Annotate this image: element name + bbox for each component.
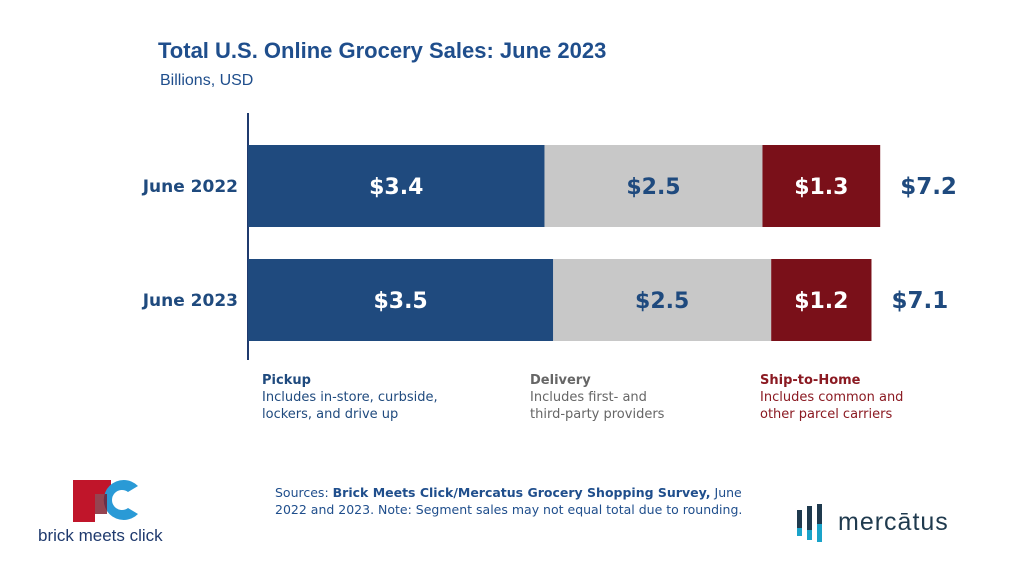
sources-rest: June 2022 and 2023. Note: Segment sales … xyxy=(275,485,743,517)
bar-segment-pickup xyxy=(248,259,554,341)
legend-delivery: Delivery Includes first- and third-party… xyxy=(530,372,664,423)
legend-ship-name: Ship-to-Home xyxy=(760,373,861,388)
data-label: $3.4 xyxy=(369,175,423,200)
data-label: $1.2 xyxy=(794,289,848,314)
category-label: June 2022 xyxy=(142,177,238,197)
total-label: $7.1 xyxy=(891,288,948,314)
sources-note: Sources: Brick Meets Click/Mercatus Groc… xyxy=(275,484,745,518)
category-label: June 2023 xyxy=(142,291,238,311)
data-label: $1.3 xyxy=(794,175,848,200)
total-label: $7.2 xyxy=(900,174,957,200)
chart-title: Total U.S. Online Grocery Sales: June 20… xyxy=(158,38,607,63)
bar-segment-pickup xyxy=(248,145,545,227)
data-label: $3.5 xyxy=(373,289,427,314)
bar-segment-delivery xyxy=(553,259,772,341)
legend-delivery-desc1: Includes first- and xyxy=(530,390,647,405)
brick-meets-click-logo-icon xyxy=(73,480,138,522)
sources-bold: Brick Meets Click/Mercatus Grocery Shopp… xyxy=(332,485,711,500)
bar-segment-ship-to-home xyxy=(771,259,872,341)
bar-segment-ship-to-home xyxy=(762,145,881,227)
legend-pickup-name: Pickup xyxy=(262,373,311,388)
data-label: $2.5 xyxy=(626,175,680,200)
data-label: $2.5 xyxy=(635,289,689,314)
legend-pickup-desc1: Includes in-store, curbside, xyxy=(262,390,438,405)
legend-ship-desc2: other parcel carriers xyxy=(760,407,893,422)
brick-meets-click-logo-text: brick meets click xyxy=(38,526,163,545)
chart-subtitle: Billions, USD xyxy=(160,72,254,89)
legend-ship-to-home: Ship-to-Home Includes common and other p… xyxy=(760,372,903,423)
bar-segment-delivery xyxy=(544,145,763,227)
sources-prefix: Sources: xyxy=(275,485,333,500)
legend-delivery-name: Delivery xyxy=(530,373,591,388)
legend-ship-desc1: Includes common and xyxy=(760,390,904,405)
mercatus-logo-icon xyxy=(797,504,822,542)
legend-delivery-desc2: third-party providers xyxy=(530,407,665,422)
legend-pickup: Pickup Includes in-store, curbside, lock… xyxy=(262,372,438,423)
legend-pickup-desc2: lockers, and drive up xyxy=(262,407,399,422)
mercatus-logo-text: mercātus xyxy=(838,508,949,536)
